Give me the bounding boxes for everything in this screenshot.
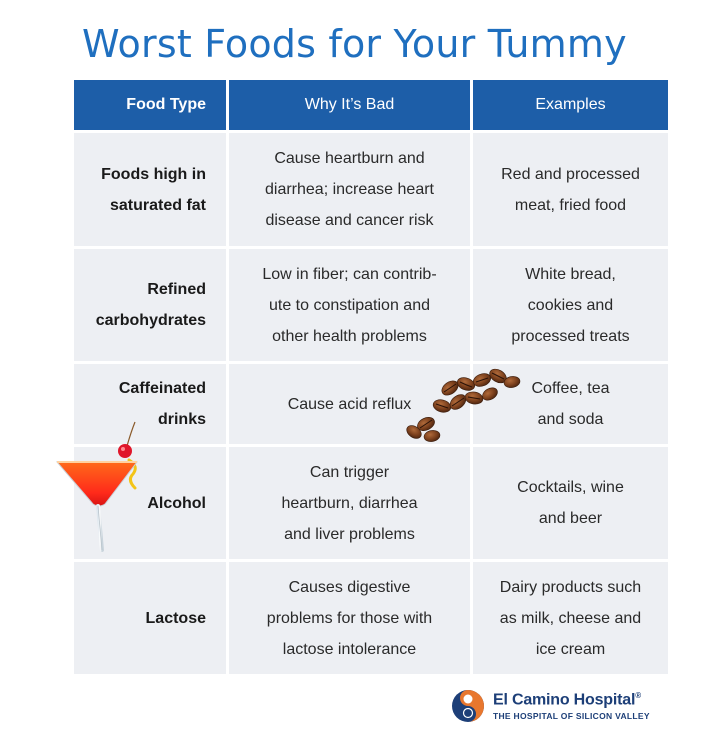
table-row-examples: Cocktails, wine and beer (473, 447, 668, 559)
table-row-food: Caffeinated drinks (74, 364, 226, 444)
table-row-examples: Red and processed meat, fried food (473, 133, 668, 246)
table-row-examples: Dairy products such as milk, cheese and … (473, 562, 668, 674)
table-row-why: Cause heartburn and diarrhea; increase h… (229, 133, 470, 246)
header-food-type: Food Type (74, 80, 226, 130)
table-row-food: Lactose (74, 562, 226, 674)
table-row-why: Causes digestive problems for those with… (229, 562, 470, 674)
header-examples: Examples (473, 80, 668, 130)
table-row-why: Can trigger heartburn, diarrhea and live… (229, 447, 470, 559)
logo-name: El Camino Hospital® (493, 691, 641, 709)
page-title: Worst Foods for Your Tummy (82, 22, 627, 66)
table-row-why: Low in fiber; can contrib- ute to consti… (229, 249, 470, 361)
table-row-food: Foods high in saturated fat (74, 133, 226, 246)
el-camino-logo: El Camino Hospital® THE HOSPITAL OF SILI… (451, 686, 671, 726)
table-row-food: Refined carbohydrates (74, 249, 226, 361)
header-why-bad: Why It’s Bad (229, 80, 470, 130)
coffee-beans-icon (406, 368, 521, 442)
cocktail-glass-icon (55, 421, 139, 552)
table-row-examples: White bread, cookies and processed treat… (473, 249, 668, 361)
el-camino-logo-icon (452, 690, 484, 722)
logo-tagline: THE HOSPITAL OF SILICON VALLEY (493, 710, 650, 721)
